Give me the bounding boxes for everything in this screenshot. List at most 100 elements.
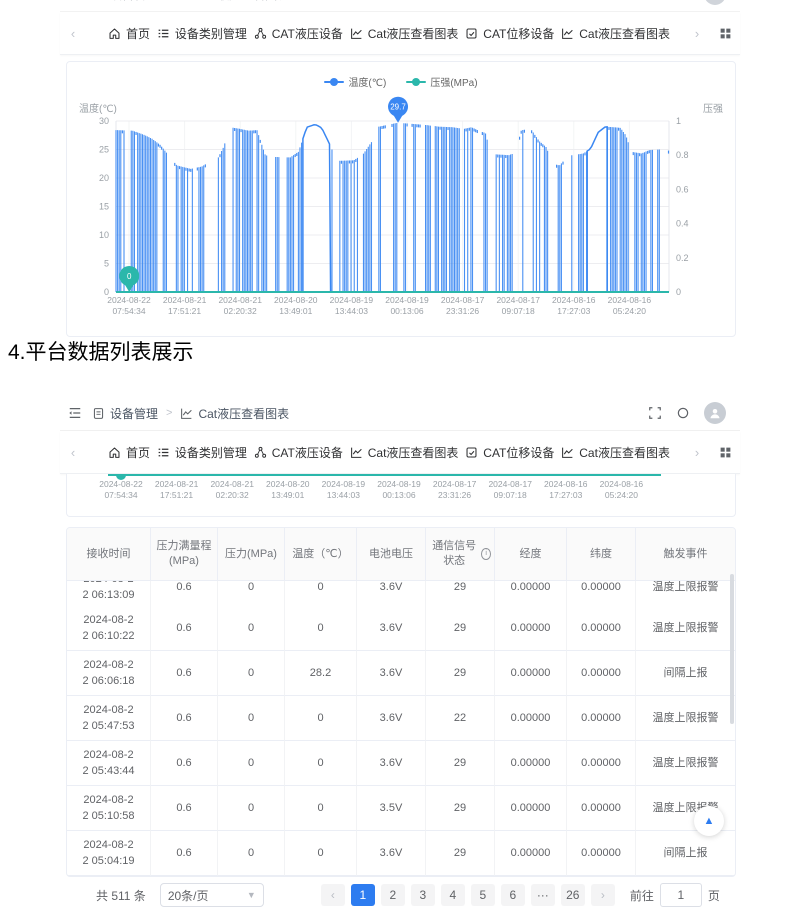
table-cell: 29 [426,606,495,651]
prev-page-button[interactable]: ‹ [320,884,345,906]
more-pages-button[interactable]: ··· [530,884,555,906]
tabs-scroll-left[interactable]: ‹ [70,25,76,41]
tab-Cat液压查看图表[interactable]: Cat液压查看图表 [350,444,458,461]
tab-Cat液压查看图表[interactable]: Cat液压查看图表 [561,444,670,461]
table-row[interactable]: 2024-08-2 2 06:06:18 0.6 0 28.2 3.6V 29 0.00000… [67,651,735,696]
breadcrumb-item[interactable]: Cat液压查看图表 [198,0,289,3]
fullscreen-icon[interactable] [648,0,662,1]
fullscreen-icon[interactable] [648,406,662,420]
table-cell: 29 [426,831,495,876]
avatar[interactable] [704,0,726,5]
svg-text:25: 25 [99,145,109,155]
table-cell: 间隔上报 [636,831,735,876]
x-tick-label: 2024-08-21 02:20:32 [218,295,262,316]
x-tick-label: 2024-08-21 17:51:21 [154,479,199,500]
column-header-温度（℃）: 温度（℃） [285,528,357,581]
avatar[interactable] [704,402,726,424]
tab-首页[interactable]: 首页 [108,25,150,42]
table-row[interactable]: 2024-08-2 2 05:43:44 0.6 0 0 3.6V 29 0.00000 0.0… [67,741,735,786]
tabs-scroll-left[interactable]: ‹ [70,444,76,460]
table-header-row: 接收时间 压力满量程(MPa) 压力(MPa) 温度（℃） 电池电压 通信信号状态 i 经度纬… [67,528,735,581]
next-page-button[interactable]: › [590,884,615,906]
tab-CAT液压设备[interactable]: CAT液压设备 [254,25,343,42]
page-button-26[interactable]: 26 [560,884,585,906]
table-body: 2024-08-22 06:13:090.6003.6V290.000000.0… [67,581,735,876]
goto-page-input[interactable] [659,883,702,907]
nodes-icon [254,446,267,459]
grid-icon[interactable] [719,446,732,459]
column-header-经度: 经度 [495,528,567,581]
page-button-1[interactable]: 1 [350,884,375,906]
refresh-icon[interactable] [676,0,690,1]
tab-label: CAT位移设备 [483,445,555,460]
breadcrumb-item[interactable]: 设备管理 [110,0,158,3]
svg-text:0.2: 0.2 [676,253,689,263]
svg-text:0: 0 [104,287,109,297]
page-button-5[interactable]: 5 [470,884,495,906]
x-tick-label: 2024-08-21 17:51:21 [162,295,207,316]
fold-icon[interactable] [68,406,82,420]
table-cell: 0.6 [151,831,218,876]
table-row[interactable]: 2024-08-2 2 05:47:53 0.6 0 0 3.6V 22 0.00000 0.0… [67,696,735,741]
cell-receive-time: 2024-08-22 06:13:09 [67,581,151,606]
table-row[interactable]: 2024-08-2 2 05:04:19 0.6 0 0 3.6V 29 0.00000 0.0… [67,831,735,876]
table-row[interactable]: 2024-08-2 2 06:10:22 0.6 0 0 3.6V 29 0.00000 0.0… [67,606,735,651]
legend-item-pressure[interactable]: 压强(MPa) [406,74,478,89]
legend-item-temperature[interactable]: 温度(℃) [324,74,386,89]
tabs-scroll-right[interactable]: › [694,25,700,41]
back-to-top-button[interactable]: ▲ [694,806,724,836]
info-icon[interactable]: i [481,548,491,560]
table-cell: 0 [218,581,285,606]
table-cell: 0.00000 [495,831,567,876]
tab-设备类别管理[interactable]: 设备类别管理 [157,444,247,461]
x-tick-label: 2024-08-19 00:13:06 [377,479,421,500]
page-buttons: ‹ 1 2 3 4 5 6 ··· 26 › [318,884,618,906]
tab-首页[interactable]: 首页 [108,444,150,461]
table-cell: 29 [426,581,495,606]
chevron-down-icon: ▼ [246,890,256,900]
table-cell: 0.00000 [495,606,567,651]
page-button-6[interactable]: 6 [500,884,525,906]
page-button-3[interactable]: 3 [410,884,435,906]
refresh-icon[interactable] [676,406,690,420]
page-button-4[interactable]: 4 [440,884,465,906]
table-cell: 0.6 [151,786,218,831]
table-cell: 间隔上报 [636,651,735,696]
page-size-select[interactable]: 20条/页 ▼ [159,883,264,907]
x-tick-label: 2024-08-20 13:49:01 [266,479,310,500]
breadcrumb-item[interactable]: Cat液压查看图表 [198,406,290,421]
tab-CAT位移设备[interactable]: CAT位移设备 [465,444,554,461]
tab-label: CAT位移设备 [483,26,555,41]
tab-label: Cat液压查看图表 [579,445,670,460]
x-tick-label: 2024-08-17 23:31:26 [440,295,485,316]
tab-Cat液压查看图表[interactable]: Cat液压查看图表 [350,25,459,42]
tab-bar: ‹ 首页 设备类别管理 CAT液压设备 Cat液压查看图表 CAT位移设备 Cat液压查看图… [60,12,740,55]
tab-CAT位移设备[interactable]: CAT位移设备 [465,25,554,42]
column-header-接收时间: 接收时间 [67,528,151,581]
table-cell: 0.00000 [567,581,636,606]
home-icon [108,446,121,459]
table-row[interactable]: 2024-08-2 2 05:10:58 0.6 0 0 3.5V 29 0.00000 0.0… [67,786,735,831]
table-cell: 0.00000 [567,786,636,831]
breadcrumb-item[interactable]: 设备管理 [110,406,159,421]
pressure-axis-line [108,474,661,476]
tabs-scroll-right[interactable]: › [694,444,700,460]
page-button-2[interactable]: 2 [380,884,405,906]
line-chart-plot[interactable]: 0 5 10 15 20 25 30 0 0.2 0.4 0.6 0.8 1 29.7 0 [67,62,737,336]
x-axis-labels: 2024-08-22 07:54:34 2024-08-21 17:51:21 2024… [67,295,735,325]
table-cell: 0.6 [151,696,218,741]
cell-receive-time: 2024-08-2 2 05:43:44 [67,741,151,786]
grid-icon[interactable] [719,27,732,40]
table-cell: 0 [218,741,285,786]
x-tick-label: 2024-08-19 13:44:03 [329,295,374,316]
tab-CAT液压设备[interactable]: CAT液压设备 [254,444,343,461]
table-scrollbar[interactable] [730,574,734,724]
fold-icon[interactable] [68,0,82,1]
tab-label: Cat液压查看图表 [367,26,459,41]
line-chart-icon [180,0,193,1]
tab-设备类别管理[interactable]: 设备类别管理 [157,25,247,42]
table-row[interactable]: 2024-08-22 06:13:090.6003.6V290.000000.0… [67,581,735,606]
tab-Cat液压查看图表[interactable]: Cat液压查看图表 [561,25,670,42]
x-tick-label: 2024-08-17 23:31:26 [432,479,477,500]
column-header-压力(MPa): 压力(MPa) [218,528,285,581]
